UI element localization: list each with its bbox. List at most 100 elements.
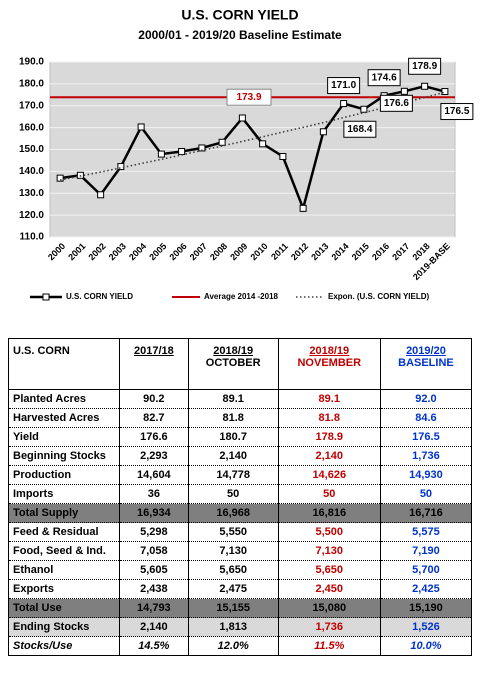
row-label: Exports bbox=[13, 583, 54, 595]
data-label-box bbox=[379, 94, 413, 112]
value-text: 36 bbox=[147, 488, 160, 500]
table-cell: 7,130 bbox=[277, 541, 381, 561]
value-text: 2,140 bbox=[315, 450, 344, 462]
y-tick-label: 190.0 bbox=[19, 57, 44, 68]
table-cell: 5,298 bbox=[119, 522, 189, 542]
table-cell: Stocks/Use bbox=[8, 636, 120, 656]
x-tick-label: 2000 bbox=[46, 241, 67, 262]
table-cell: Yield bbox=[8, 427, 120, 447]
table-cell: 7,130 bbox=[187, 541, 279, 561]
data-label: 176.5 bbox=[444, 106, 469, 117]
point-marker bbox=[441, 88, 449, 96]
table-cell: 84.6 bbox=[379, 408, 473, 428]
value-text: 16,816 bbox=[312, 507, 347, 519]
table-cell: 50 bbox=[187, 484, 279, 504]
point-marker bbox=[97, 191, 105, 199]
value-text: 50 bbox=[419, 488, 433, 500]
table-cell: 92.0 bbox=[379, 389, 473, 409]
value-text: 7,130 bbox=[219, 545, 247, 557]
point-marker bbox=[421, 82, 429, 90]
table-cell: 5,575 bbox=[379, 522, 473, 542]
x-tick-label: 2002 bbox=[86, 241, 107, 262]
table-cell: 2019/20 BASELINE bbox=[379, 338, 473, 390]
row-label: Total Supply bbox=[13, 507, 79, 519]
column-subheader: NOVEMBER bbox=[297, 357, 362, 369]
point-marker bbox=[117, 163, 125, 171]
row-label: Imports bbox=[13, 488, 54, 500]
point-marker bbox=[400, 87, 408, 95]
reference-label: 173.9 bbox=[236, 92, 261, 103]
table-cell: 1,736 bbox=[277, 617, 381, 637]
table-row: Food, Seed & Ind. 7,058 7,130 7,130 7,190 bbox=[8, 541, 473, 561]
table-row: Beginning Stocks 2,293 2,140 2,140 1,736 bbox=[8, 446, 473, 466]
table-cell: 16,716 bbox=[379, 503, 473, 523]
point-marker bbox=[178, 147, 186, 155]
column-header: 2019/20 bbox=[406, 345, 446, 357]
row-label: Stocks/Use bbox=[13, 640, 73, 652]
point-marker bbox=[56, 174, 64, 182]
table-cell: 5,650 bbox=[277, 560, 381, 580]
value-text: 14,793 bbox=[137, 602, 171, 614]
value-text: 90.2 bbox=[143, 393, 165, 405]
column-header: U.S. CORN bbox=[13, 345, 70, 357]
x-tick-label: 2007 bbox=[188, 241, 209, 262]
value-text: 5,650 bbox=[315, 564, 344, 576]
point-marker bbox=[259, 140, 267, 148]
value-text: 14,604 bbox=[137, 469, 171, 481]
chart: U.S. CORN YIELD 2000/01 - 2019/20 Baseli… bbox=[19, 7, 474, 301]
reference-label-box bbox=[226, 88, 272, 106]
legend-label: U.S. CORN YIELD bbox=[66, 292, 133, 301]
legend-marker bbox=[42, 293, 50, 301]
table-cell: Ethanol bbox=[8, 560, 120, 580]
table-cell: 14,604 bbox=[119, 465, 189, 485]
value-text: 50 bbox=[227, 488, 240, 500]
point-marker bbox=[340, 100, 348, 108]
data-label: 174.6 bbox=[372, 72, 397, 83]
table-cell: 14.5% bbox=[119, 636, 189, 656]
value-text: 5,500 bbox=[315, 526, 344, 538]
table-cell: Imports bbox=[8, 484, 120, 504]
table-cell: 5,605 bbox=[119, 560, 189, 580]
value-text: 1,526 bbox=[412, 621, 440, 633]
value-text: 5,298 bbox=[140, 526, 168, 538]
table-cell: Ending Stocks bbox=[8, 617, 120, 637]
table-cell: Feed & Residual bbox=[8, 522, 120, 542]
legend-label: Expon. (U.S. CORN YIELD) bbox=[328, 292, 430, 301]
table-cell: U.S. CORN bbox=[8, 338, 120, 390]
value-text: 178.9 bbox=[315, 431, 344, 443]
x-tick-label: 2014 bbox=[329, 241, 350, 262]
value-text: 2,425 bbox=[412, 583, 440, 595]
point-marker bbox=[218, 138, 226, 146]
data-label: 178.9 bbox=[412, 61, 437, 72]
table-row: Feed & Residual 5,298 5,550 5,500 5,575 bbox=[8, 522, 473, 542]
table-cell: 14,778 bbox=[187, 465, 279, 485]
table-row: Ethanol 5,605 5,650 5,650 5,700 bbox=[8, 560, 473, 580]
table-cell: 11.5% bbox=[277, 636, 381, 656]
column-header: 2018/19 bbox=[213, 345, 254, 357]
value-text: 7,058 bbox=[140, 545, 168, 557]
table-cell: 14,793 bbox=[119, 598, 189, 618]
x-tick-label: 2013 bbox=[309, 241, 330, 262]
y-tick-label: 110.0 bbox=[20, 232, 45, 243]
value-text: 14,930 bbox=[409, 469, 443, 481]
point-marker bbox=[360, 105, 368, 113]
row-label: Food, Seed & Ind. bbox=[13, 545, 106, 557]
table-row: Harvested Acres 82.7 81.8 81.8 84.6 bbox=[8, 408, 473, 428]
table-cell: 176.5 bbox=[379, 427, 473, 447]
column-header: 2017/18 bbox=[133, 345, 174, 357]
y-tick-label: 130.0 bbox=[19, 188, 44, 199]
table-cell: 1,526 bbox=[379, 617, 473, 637]
value-text: 2,140 bbox=[219, 450, 247, 462]
table-cell: 81.8 bbox=[277, 408, 381, 428]
table-row: Yield 176.6 180.7 178.9 176.5 bbox=[8, 427, 473, 447]
table-cell: 12.0% bbox=[187, 636, 279, 656]
row-label: Planted Acres bbox=[13, 393, 86, 405]
x-tick-label: 2011 bbox=[269, 241, 290, 262]
point-marker bbox=[157, 150, 165, 158]
table-cell: 2,293 bbox=[119, 446, 189, 466]
legend-label: Average 2014 -2018 bbox=[204, 292, 279, 301]
column-header: 2018/19 bbox=[309, 345, 350, 357]
table-cell: Production bbox=[8, 465, 120, 485]
value-text: 2,293 bbox=[140, 450, 168, 462]
